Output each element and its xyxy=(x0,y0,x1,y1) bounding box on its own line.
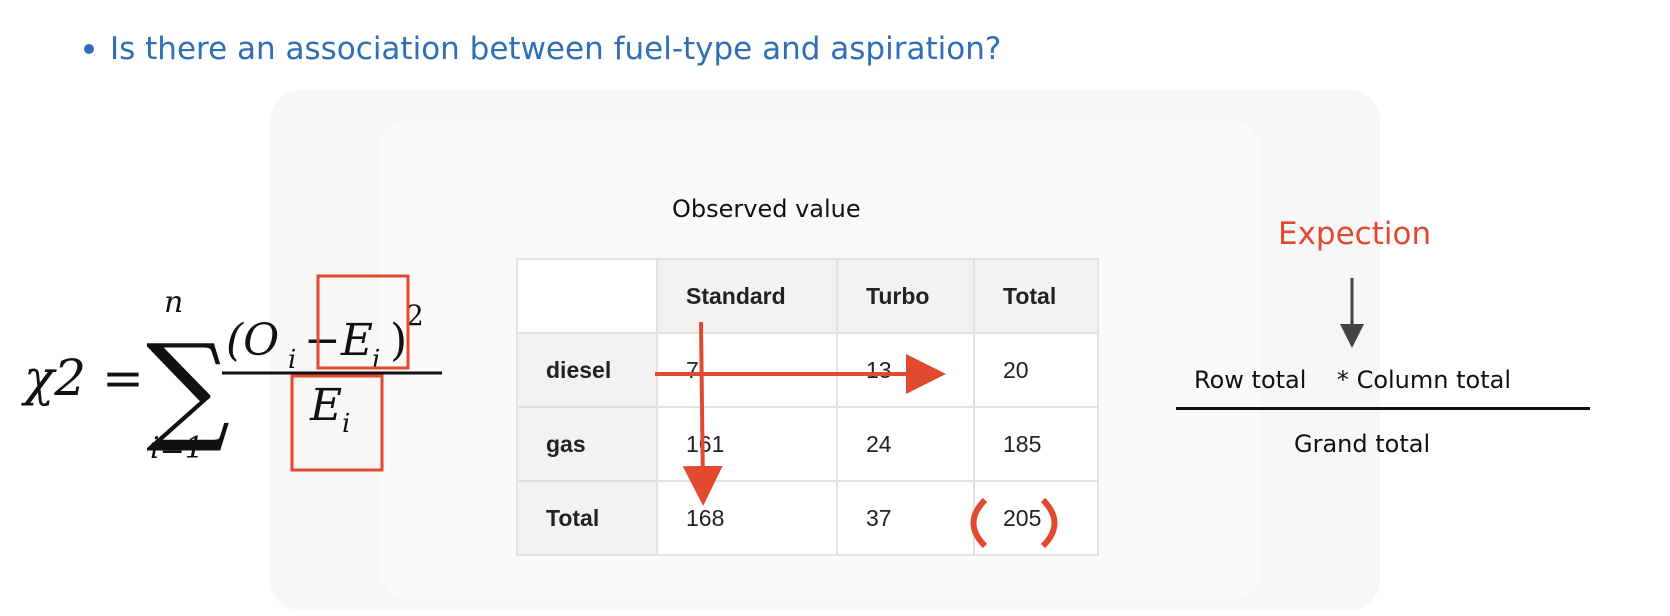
table-cell: 37 xyxy=(836,480,975,556)
column-header-total: Total xyxy=(973,258,1099,334)
sum-lower-limit: i=1 xyxy=(150,431,204,466)
numerator-close-paren: ) xyxy=(390,315,407,366)
row-header-gas: gas xyxy=(516,406,658,482)
highlight-box-numerator xyxy=(316,274,410,370)
expectation-label: Expection xyxy=(1278,216,1432,252)
table-corner-cell xyxy=(516,258,658,334)
table-cell: 161 xyxy=(656,406,838,482)
table-cell: 24 xyxy=(836,406,975,482)
table-row: diesel 7 13 20 xyxy=(516,332,1099,408)
table-cell: 185 xyxy=(973,406,1099,482)
formula-lhs: χ2 = xyxy=(21,349,144,407)
expectation-denominator: Grand total xyxy=(1294,430,1431,458)
numerator-sub-e: i xyxy=(372,345,380,375)
table-cell: 20 xyxy=(973,332,1099,408)
numerator-observed: (O xyxy=(226,315,279,366)
table-row: gas 161 24 185 xyxy=(516,406,1099,482)
table-cell: 13 xyxy=(836,332,975,408)
table-cell: 168 xyxy=(656,480,838,556)
denominator-sub: i xyxy=(342,409,350,439)
column-header-standard: Standard xyxy=(656,258,838,334)
denominator-expected: E xyxy=(309,380,342,431)
numerator-expected: −E xyxy=(304,315,373,366)
slide-question: Is there an association between fuel-typ… xyxy=(84,24,1001,74)
numerator-sub-o: i xyxy=(288,345,296,375)
column-header-turbo: Turbo xyxy=(836,258,975,334)
table-row: Total 168 37 205 xyxy=(516,480,1099,556)
observed-value-table: Standard Turbo Total diesel 7 13 20 gas … xyxy=(516,258,1099,556)
table-cell-grand-total: 205 xyxy=(973,480,1099,556)
row-header-diesel: diesel xyxy=(516,332,658,408)
chi-square-formula: χ2 = n ∑ i=1 (O i −E i ) 2 E i xyxy=(21,274,442,472)
row-header-total: Total xyxy=(516,480,658,556)
sigma-icon: ∑ xyxy=(146,318,230,456)
table-cell: 7 xyxy=(656,332,838,408)
question-text: Is there an association between fuel-typ… xyxy=(110,31,1002,67)
highlight-box-denominator xyxy=(290,374,384,472)
expectation-fraction-bar xyxy=(1176,407,1590,410)
table-caption: Observed value xyxy=(672,195,861,223)
bullet-icon xyxy=(84,44,94,54)
sum-upper-limit: n xyxy=(164,285,183,320)
table-header-row: Standard Turbo Total xyxy=(516,258,1099,334)
numerator-exponent: 2 xyxy=(406,299,424,332)
expectation-numerator: Row total * Column total xyxy=(1194,366,1511,394)
